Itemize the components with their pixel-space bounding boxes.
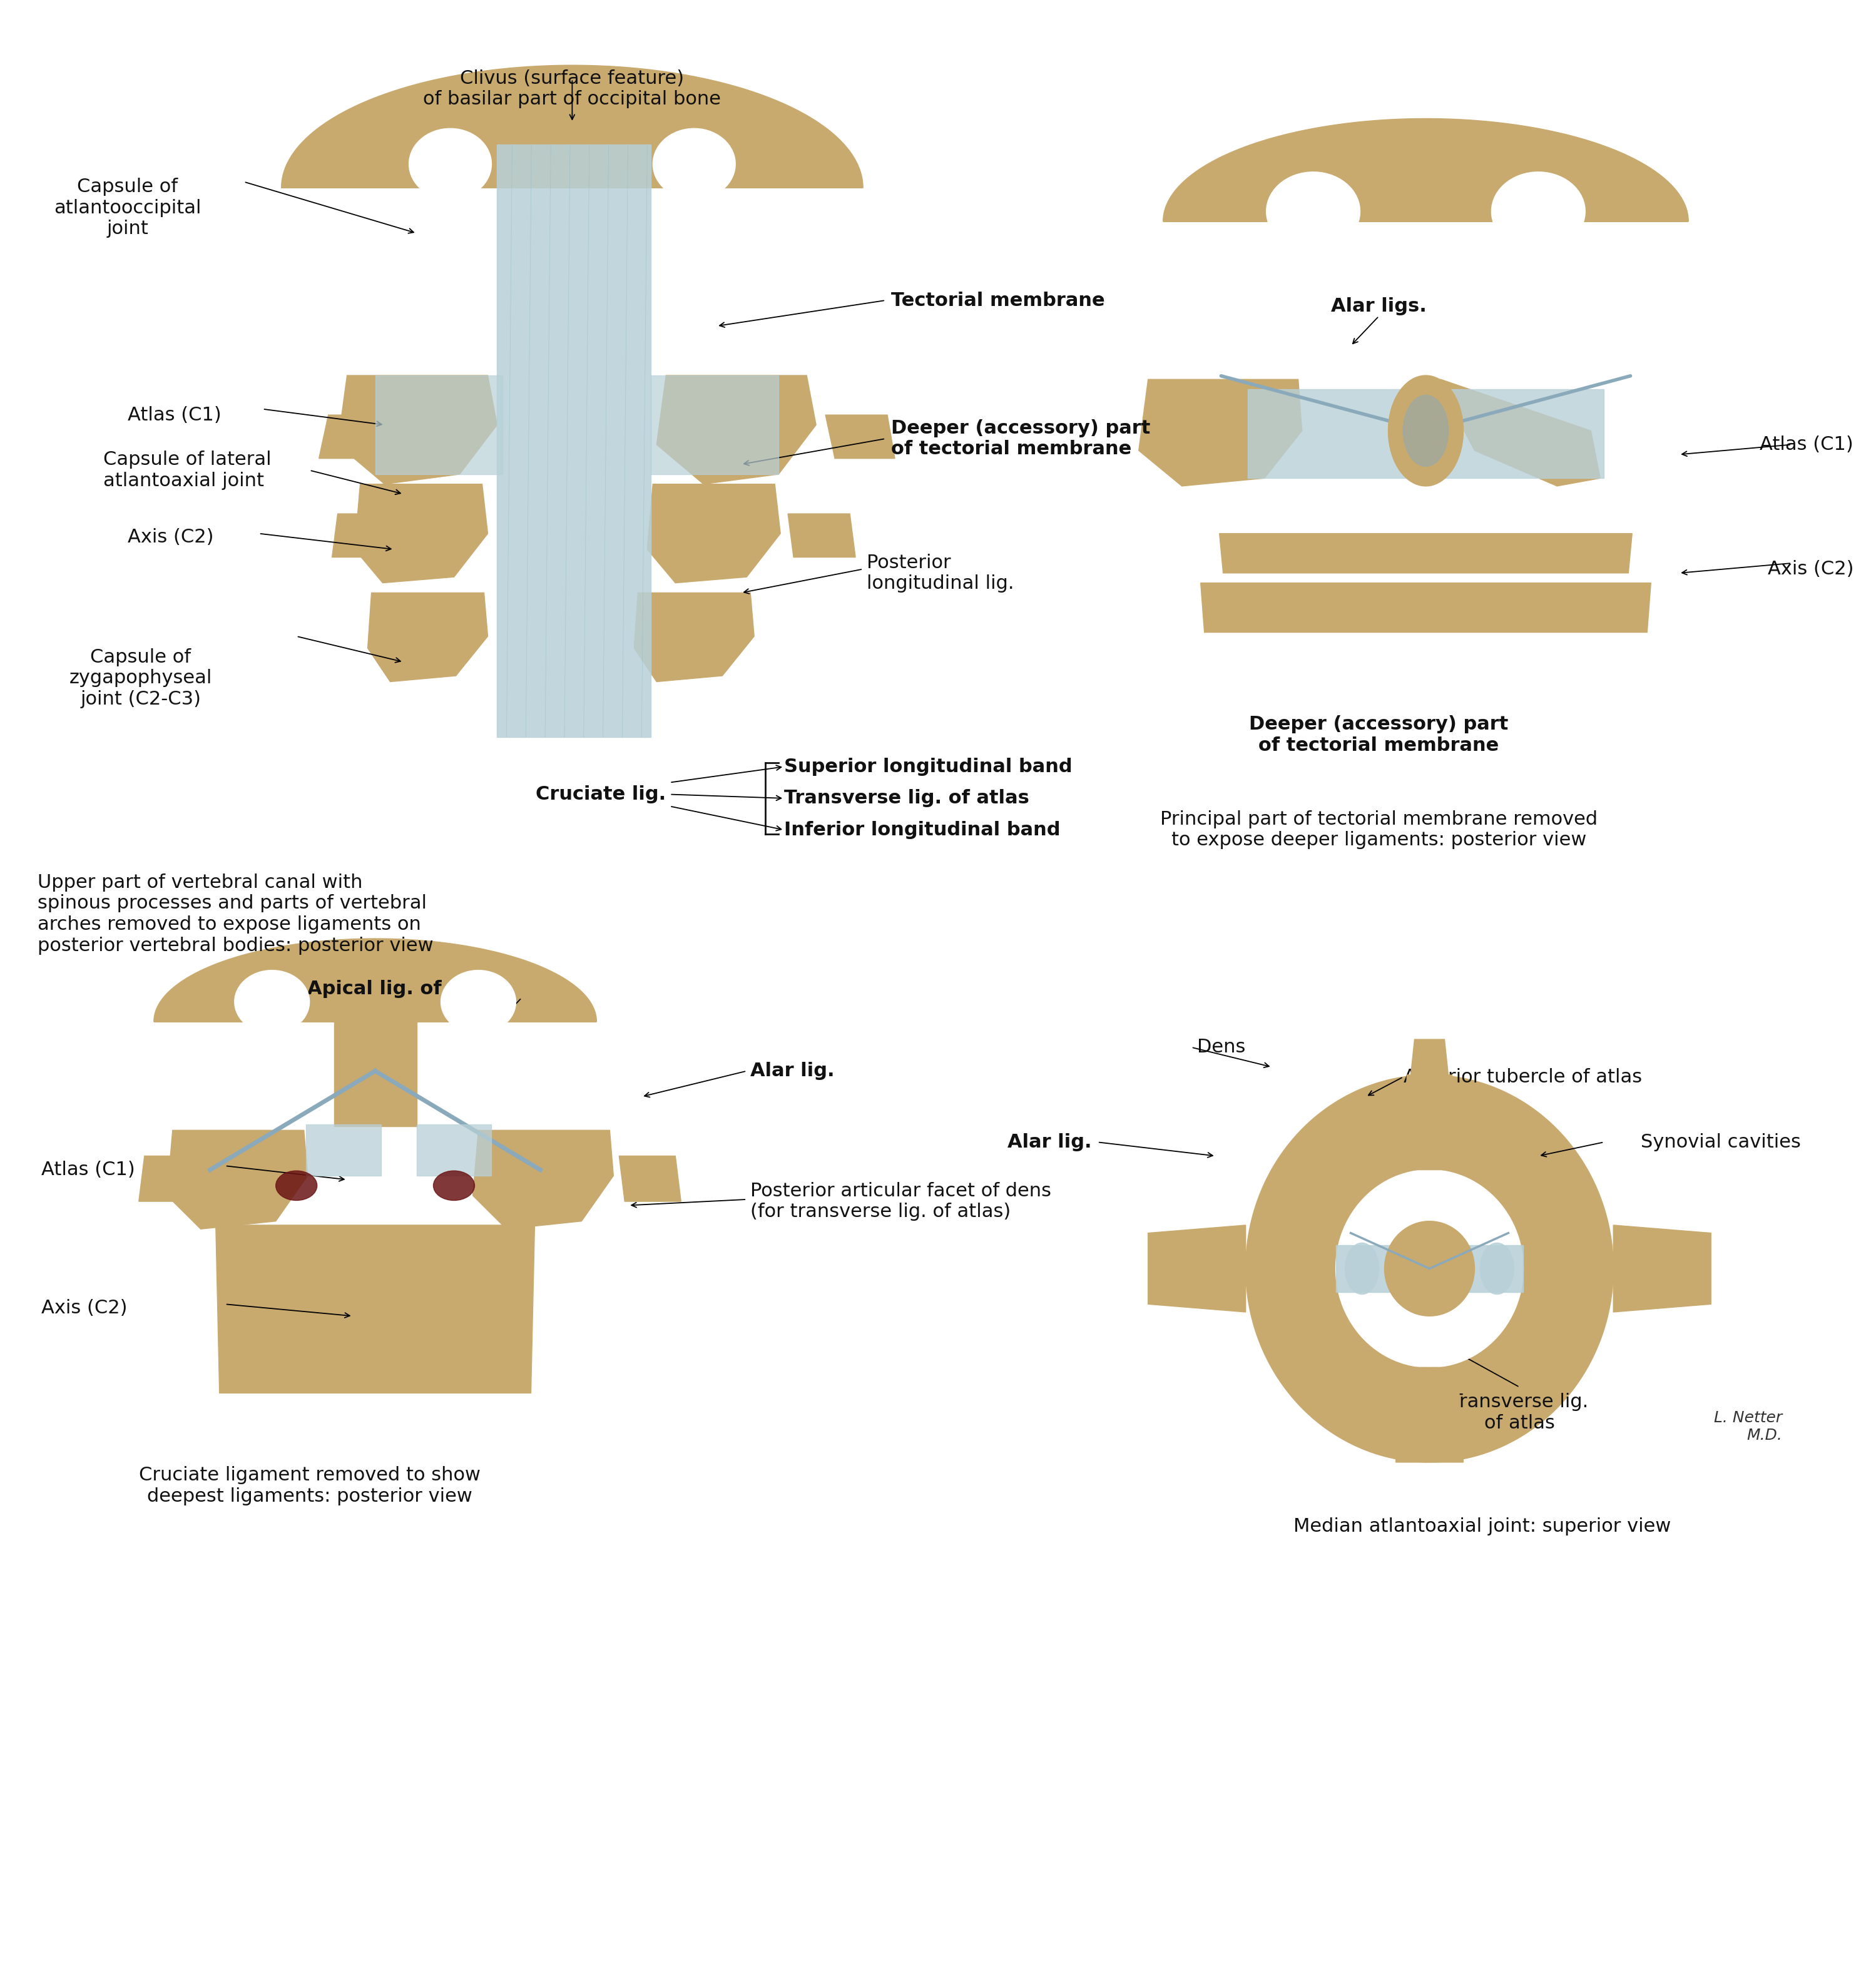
Polygon shape bbox=[368, 593, 488, 682]
Text: Capsule of
atlantooccipital
joint: Capsule of atlantooccipital joint bbox=[54, 178, 201, 237]
Polygon shape bbox=[234, 970, 310, 1033]
Ellipse shape bbox=[276, 1170, 317, 1199]
Polygon shape bbox=[338, 375, 497, 484]
Polygon shape bbox=[825, 415, 895, 458]
Polygon shape bbox=[1219, 534, 1632, 573]
Text: Atlas (C1): Atlas (C1) bbox=[1760, 435, 1853, 454]
Text: Alar lig.: Alar lig. bbox=[1007, 1132, 1092, 1152]
Text: Anterior tubercle of atlas: Anterior tubercle of atlas bbox=[1403, 1067, 1642, 1087]
Bar bbox=[497, 144, 651, 737]
Polygon shape bbox=[1403, 1075, 1456, 1170]
Text: Posterior articular facet of dens
(for transverse lig. of atlas): Posterior articular facet of dens (for t… bbox=[750, 1182, 1051, 1221]
Text: Alar lig.: Alar lig. bbox=[750, 1061, 835, 1081]
Text: Axis (C2): Axis (C2) bbox=[41, 1298, 128, 1318]
Polygon shape bbox=[1266, 172, 1360, 251]
Text: Transverse lig.
of atlas: Transverse lig. of atlas bbox=[1450, 1393, 1589, 1433]
Bar bbox=[651, 375, 779, 474]
Polygon shape bbox=[441, 970, 516, 1033]
Bar bbox=[1248, 389, 1604, 478]
Text: Alar ligs.: Alar ligs. bbox=[1332, 296, 1426, 316]
Polygon shape bbox=[1403, 395, 1448, 466]
Polygon shape bbox=[788, 514, 855, 557]
Polygon shape bbox=[409, 128, 492, 200]
Text: Axis (C2): Axis (C2) bbox=[1767, 559, 1853, 579]
Polygon shape bbox=[653, 128, 735, 200]
Polygon shape bbox=[1491, 172, 1585, 251]
Text: Axis (C2): Axis (C2) bbox=[128, 528, 214, 547]
Text: Cruciate lig.: Cruciate lig. bbox=[537, 784, 666, 804]
Polygon shape bbox=[1139, 379, 1302, 486]
Polygon shape bbox=[1437, 379, 1600, 486]
Text: L. Netter
M.D.: L. Netter M.D. bbox=[1715, 1411, 1782, 1442]
Text: Transverse lig. of atlas: Transverse lig. of atlas bbox=[784, 788, 1030, 808]
Text: Atlas (C1): Atlas (C1) bbox=[41, 1160, 135, 1180]
Polygon shape bbox=[281, 65, 863, 188]
Polygon shape bbox=[473, 1130, 613, 1229]
Polygon shape bbox=[334, 1022, 416, 1126]
Polygon shape bbox=[139, 1156, 201, 1201]
Polygon shape bbox=[619, 1156, 681, 1201]
Polygon shape bbox=[1163, 119, 1688, 221]
Polygon shape bbox=[154, 939, 597, 1022]
Polygon shape bbox=[216, 1225, 535, 1393]
Polygon shape bbox=[1336, 1170, 1523, 1367]
Bar bbox=[306, 1124, 381, 1176]
Polygon shape bbox=[1396, 1367, 1463, 1462]
Polygon shape bbox=[647, 484, 780, 583]
Polygon shape bbox=[1411, 1039, 1448, 1075]
Polygon shape bbox=[634, 593, 754, 682]
Bar bbox=[416, 1124, 492, 1176]
Text: Dens: Dens bbox=[1197, 1037, 1246, 1057]
Text: Apical lig. of dens: Apical lig. of dens bbox=[308, 980, 499, 998]
Text: Superior longitudinal band: Superior longitudinal band bbox=[784, 757, 1073, 777]
Text: Deeper (accessory) part
of tectorial membrane: Deeper (accessory) part of tectorial mem… bbox=[1249, 715, 1508, 755]
Text: Principal part of tectorial membrane removed
to expose deeper ligaments: posteri: Principal part of tectorial membrane rem… bbox=[1159, 810, 1598, 850]
Polygon shape bbox=[1148, 1225, 1246, 1312]
Text: Inferior longitudinal band: Inferior longitudinal band bbox=[784, 820, 1060, 840]
Text: Cruciate ligament removed to show
deepest ligaments: posterior view: Cruciate ligament removed to show deepes… bbox=[139, 1466, 480, 1506]
Ellipse shape bbox=[433, 1170, 475, 1199]
Polygon shape bbox=[355, 484, 488, 583]
Text: Posterior
longitudinal lig.: Posterior longitudinal lig. bbox=[867, 553, 1015, 593]
Polygon shape bbox=[1336, 1245, 1523, 1292]
Polygon shape bbox=[1246, 1075, 1613, 1462]
Polygon shape bbox=[1201, 583, 1651, 632]
Text: Tectorial membrane: Tectorial membrane bbox=[891, 290, 1105, 310]
Polygon shape bbox=[319, 415, 400, 458]
Text: Median atlantoaxial joint: superior view: Median atlantoaxial joint: superior view bbox=[1293, 1518, 1672, 1535]
Polygon shape bbox=[332, 514, 398, 557]
Polygon shape bbox=[167, 1130, 308, 1229]
Ellipse shape bbox=[1480, 1243, 1514, 1294]
Text: Deeper (accessory) part
of tectorial membrane: Deeper (accessory) part of tectorial mem… bbox=[891, 419, 1150, 458]
Text: Upper part of vertebral canal with
spinous processes and parts of vertebral
arch: Upper part of vertebral canal with spino… bbox=[38, 873, 433, 954]
Text: Atlas (C1): Atlas (C1) bbox=[128, 405, 221, 425]
Text: Clivus (surface feature)
of basilar part of occipital bone: Clivus (surface feature) of basilar part… bbox=[424, 69, 720, 109]
Polygon shape bbox=[1388, 375, 1463, 486]
Polygon shape bbox=[1613, 1225, 1711, 1312]
Ellipse shape bbox=[1345, 1243, 1379, 1294]
Bar bbox=[375, 375, 503, 474]
Text: Capsule of lateral
atlantoaxial joint: Capsule of lateral atlantoaxial joint bbox=[103, 451, 272, 490]
Text: Synovial cavities: Synovial cavities bbox=[1642, 1132, 1801, 1152]
Polygon shape bbox=[657, 375, 816, 484]
Text: Capsule of
zygapophyseal
joint (C2-C3): Capsule of zygapophyseal joint (C2-C3) bbox=[69, 648, 212, 707]
Polygon shape bbox=[1384, 1221, 1475, 1316]
